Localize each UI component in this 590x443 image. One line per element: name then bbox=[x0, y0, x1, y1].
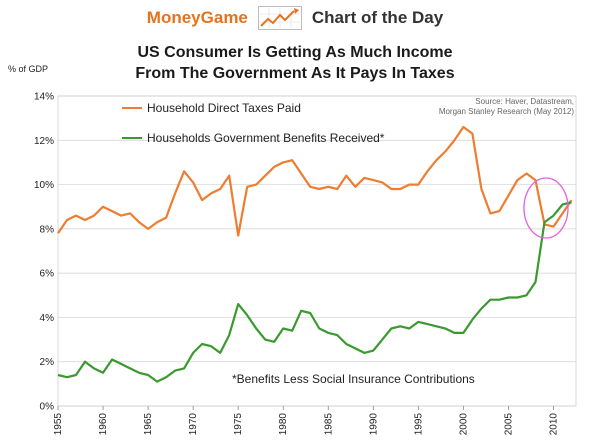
x-tick-label: 1975 bbox=[233, 413, 244, 436]
chart-title: US Consumer Is Getting As Much Income Fr… bbox=[0, 42, 590, 84]
source-line-1: Source: Haver, Datastream, bbox=[475, 97, 574, 106]
chart-title-line-1: US Consumer Is Getting As Much Income bbox=[137, 44, 453, 61]
chart-of-the-day-label: Chart of the Day bbox=[311, 8, 444, 27]
x-tick-label: 2000 bbox=[458, 413, 469, 436]
y-tick-label: 14% bbox=[34, 92, 54, 103]
taxes-series-line bbox=[57, 125, 573, 237]
series-lines bbox=[57, 125, 573, 383]
y-tick-label: 4% bbox=[40, 313, 55, 324]
x-tick-label: 1980 bbox=[278, 413, 289, 436]
y-axis-label: % of GDP bbox=[8, 64, 48, 74]
x-tick-label: 2010 bbox=[548, 413, 559, 436]
highlight-circle bbox=[523, 177, 569, 239]
source-line-2: Morgan Stanley Research (May 2012) bbox=[439, 107, 575, 116]
benefits-series-line bbox=[57, 201, 572, 383]
x-axis-ticks: 1955 1960 1965 1970 1975 1980 1985 1990 1995 2000… bbox=[53, 406, 559, 435]
chart-title-line-2: From The Government As It Pays In Taxes bbox=[135, 65, 455, 82]
y-tick-label: 2% bbox=[40, 357, 55, 368]
chart-arrow-icon bbox=[257, 6, 302, 30]
y-tick-label: 6% bbox=[40, 269, 55, 280]
footnote-annotation: *Benefits Less Social Insurance Contribu… bbox=[232, 372, 475, 386]
x-tick-label: 1960 bbox=[98, 413, 109, 436]
y-tick-label: 8% bbox=[40, 224, 55, 235]
header-banner: MoneyGame Chart of the Day bbox=[0, 0, 590, 36]
plot-area bbox=[57, 95, 577, 407]
y-tick-label: 12% bbox=[34, 136, 54, 147]
legend-label-benefits: Households Government Benefits Received* bbox=[147, 131, 385, 145]
brand-name: MoneyGame bbox=[146, 8, 248, 27]
x-tick-label: 1985 bbox=[323, 413, 334, 436]
y-tick-label: 0% bbox=[40, 402, 55, 413]
x-tick-label: 1955 bbox=[53, 413, 64, 436]
x-tick-label: 1990 bbox=[368, 413, 379, 436]
y-axis-ticks: 0% 2% 4% 6% 8% 10% 12% 14% bbox=[34, 92, 54, 413]
y-tick-label: 10% bbox=[34, 180, 54, 191]
x-tick-label: 2005 bbox=[503, 413, 514, 436]
x-tick-label: 1995 bbox=[413, 413, 424, 436]
legend-label-taxes: Household Direct Taxes Paid bbox=[147, 101, 301, 115]
x-tick-label: 1965 bbox=[143, 413, 154, 436]
x-tick-label: 1970 bbox=[188, 413, 199, 436]
